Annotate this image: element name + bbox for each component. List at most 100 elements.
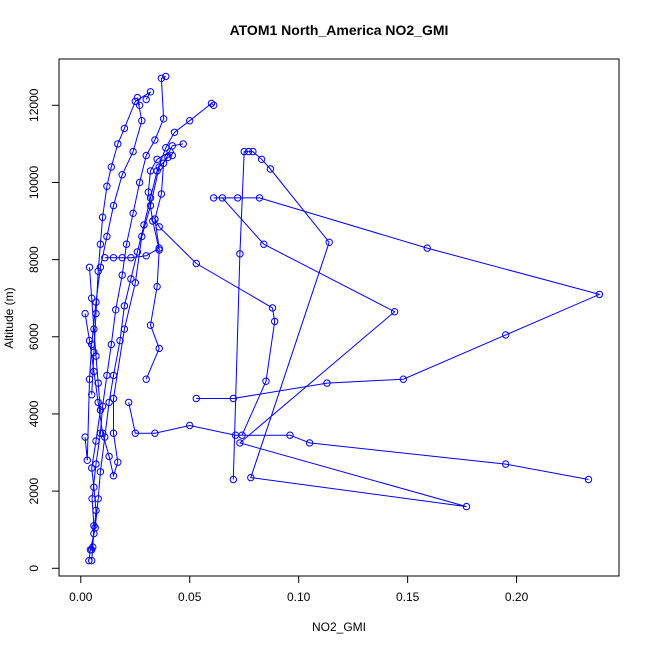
data-point xyxy=(81,309,89,318)
data-point xyxy=(94,267,102,275)
data-point xyxy=(157,190,166,198)
data-point xyxy=(159,159,168,167)
data-point xyxy=(109,394,118,403)
data-point xyxy=(229,475,238,484)
data-point xyxy=(153,155,161,164)
data-point xyxy=(129,209,137,218)
y-tick-label: 2000 xyxy=(27,477,41,504)
data-point xyxy=(162,72,170,81)
y-tick-label: 4000 xyxy=(27,400,41,427)
data-point xyxy=(118,254,126,262)
x-axis: 0.00 0.05 0.10 0.15 0.20 xyxy=(69,575,529,604)
series-line xyxy=(145,151,171,380)
data-point xyxy=(98,213,107,221)
series-line xyxy=(91,75,166,561)
data-series xyxy=(192,194,604,403)
data-point xyxy=(88,546,96,554)
data-point xyxy=(502,460,510,468)
y-axis-label: Altitude (m) xyxy=(2,287,16,348)
data-point xyxy=(305,439,314,447)
y-tick-label: 12000 xyxy=(27,88,41,122)
data-point xyxy=(155,223,163,231)
data-point xyxy=(131,279,140,287)
data-point xyxy=(262,377,270,385)
chart-title: ATOM1 North_America NO2_GMI xyxy=(230,22,449,38)
data-point xyxy=(207,99,216,108)
data-point xyxy=(120,302,129,310)
data-point xyxy=(168,151,177,160)
data-series xyxy=(125,398,593,484)
data-point xyxy=(390,308,399,316)
data-point xyxy=(103,232,111,241)
data-point xyxy=(170,128,179,137)
y-tick-label: 0 xyxy=(27,565,41,572)
data-point xyxy=(120,124,129,133)
data-point xyxy=(90,348,98,356)
series-line xyxy=(84,97,143,461)
data-point xyxy=(107,340,116,349)
data-point xyxy=(109,201,118,210)
data-point xyxy=(138,232,146,241)
data-point xyxy=(109,429,118,437)
data-point xyxy=(155,163,163,171)
data-point xyxy=(88,556,96,565)
data-point xyxy=(210,101,218,110)
data-point xyxy=(142,375,150,383)
data-point xyxy=(81,433,89,441)
data-point xyxy=(135,178,144,187)
data-point xyxy=(92,352,100,360)
data-point xyxy=(153,282,161,291)
data-point xyxy=(323,379,331,387)
data-point xyxy=(151,215,159,223)
x-axis-label: NO2_GMI xyxy=(312,620,366,634)
data-series xyxy=(142,147,174,383)
data-point xyxy=(151,429,159,437)
data-point xyxy=(127,254,135,262)
data-point xyxy=(96,406,105,414)
data-series xyxy=(81,93,146,464)
data-point xyxy=(96,468,105,476)
data-series xyxy=(85,263,105,554)
data-point xyxy=(131,97,140,106)
data-point xyxy=(85,263,94,271)
data-point xyxy=(131,429,140,437)
series-line xyxy=(222,151,467,508)
data-point xyxy=(266,165,275,173)
data-point xyxy=(103,371,111,380)
plot-frame xyxy=(58,58,620,577)
data-point xyxy=(94,379,102,387)
x-tick-label: 0.05 xyxy=(178,590,202,604)
series-line xyxy=(84,155,173,478)
data-point xyxy=(462,502,471,511)
data-point xyxy=(90,529,98,538)
data-point xyxy=(96,240,105,248)
data-point xyxy=(502,331,510,339)
data-point xyxy=(236,250,244,258)
data-point xyxy=(162,144,170,152)
data-point xyxy=(595,290,604,299)
data-point xyxy=(249,147,257,156)
data-point xyxy=(83,456,92,464)
series-layer xyxy=(81,72,604,565)
data-point xyxy=(238,431,246,439)
y-tick-label: 8000 xyxy=(27,246,41,273)
data-point xyxy=(118,171,126,179)
data-point xyxy=(125,398,133,407)
data-point xyxy=(146,88,155,96)
data-point xyxy=(210,194,218,202)
data-point xyxy=(144,188,153,196)
data-point xyxy=(96,263,105,271)
data-point xyxy=(240,147,248,156)
data-point xyxy=(142,95,150,104)
data-point xyxy=(105,452,113,461)
data-point xyxy=(268,304,277,312)
data-point xyxy=(90,483,98,491)
x-tick-label: 0.20 xyxy=(505,590,529,604)
data-point xyxy=(218,194,227,202)
data-point xyxy=(118,271,126,279)
data-point xyxy=(98,402,107,410)
data-point xyxy=(149,217,157,225)
data-point xyxy=(92,506,100,515)
data-point xyxy=(260,240,268,248)
data-series xyxy=(218,147,471,511)
